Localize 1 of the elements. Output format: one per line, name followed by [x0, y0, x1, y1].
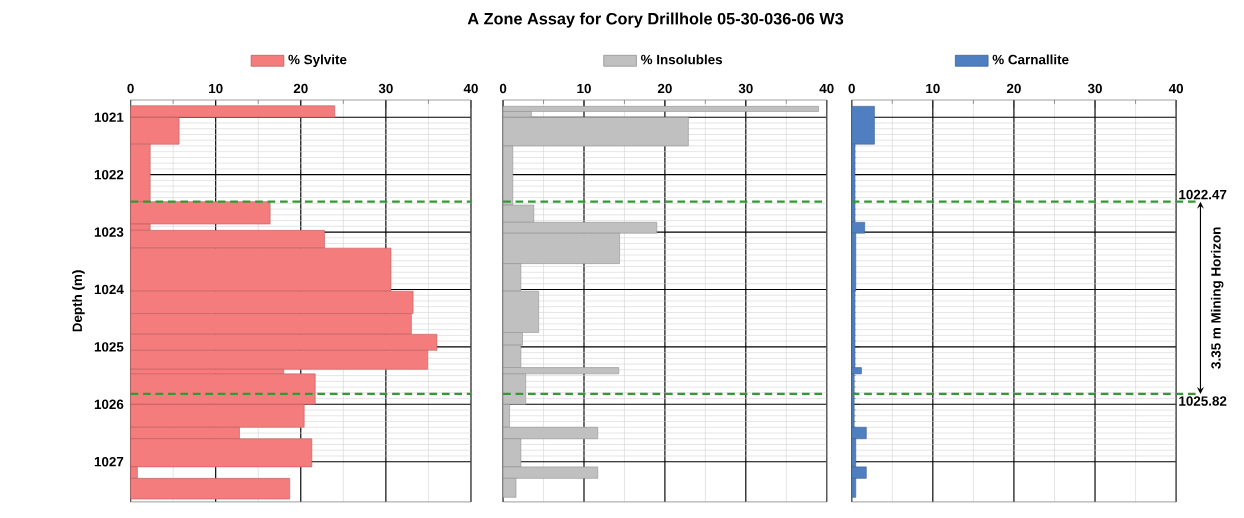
chart-title: A Zone Assay for Cory Drillhole 05-30-036-06 W3	[467, 12, 844, 29]
